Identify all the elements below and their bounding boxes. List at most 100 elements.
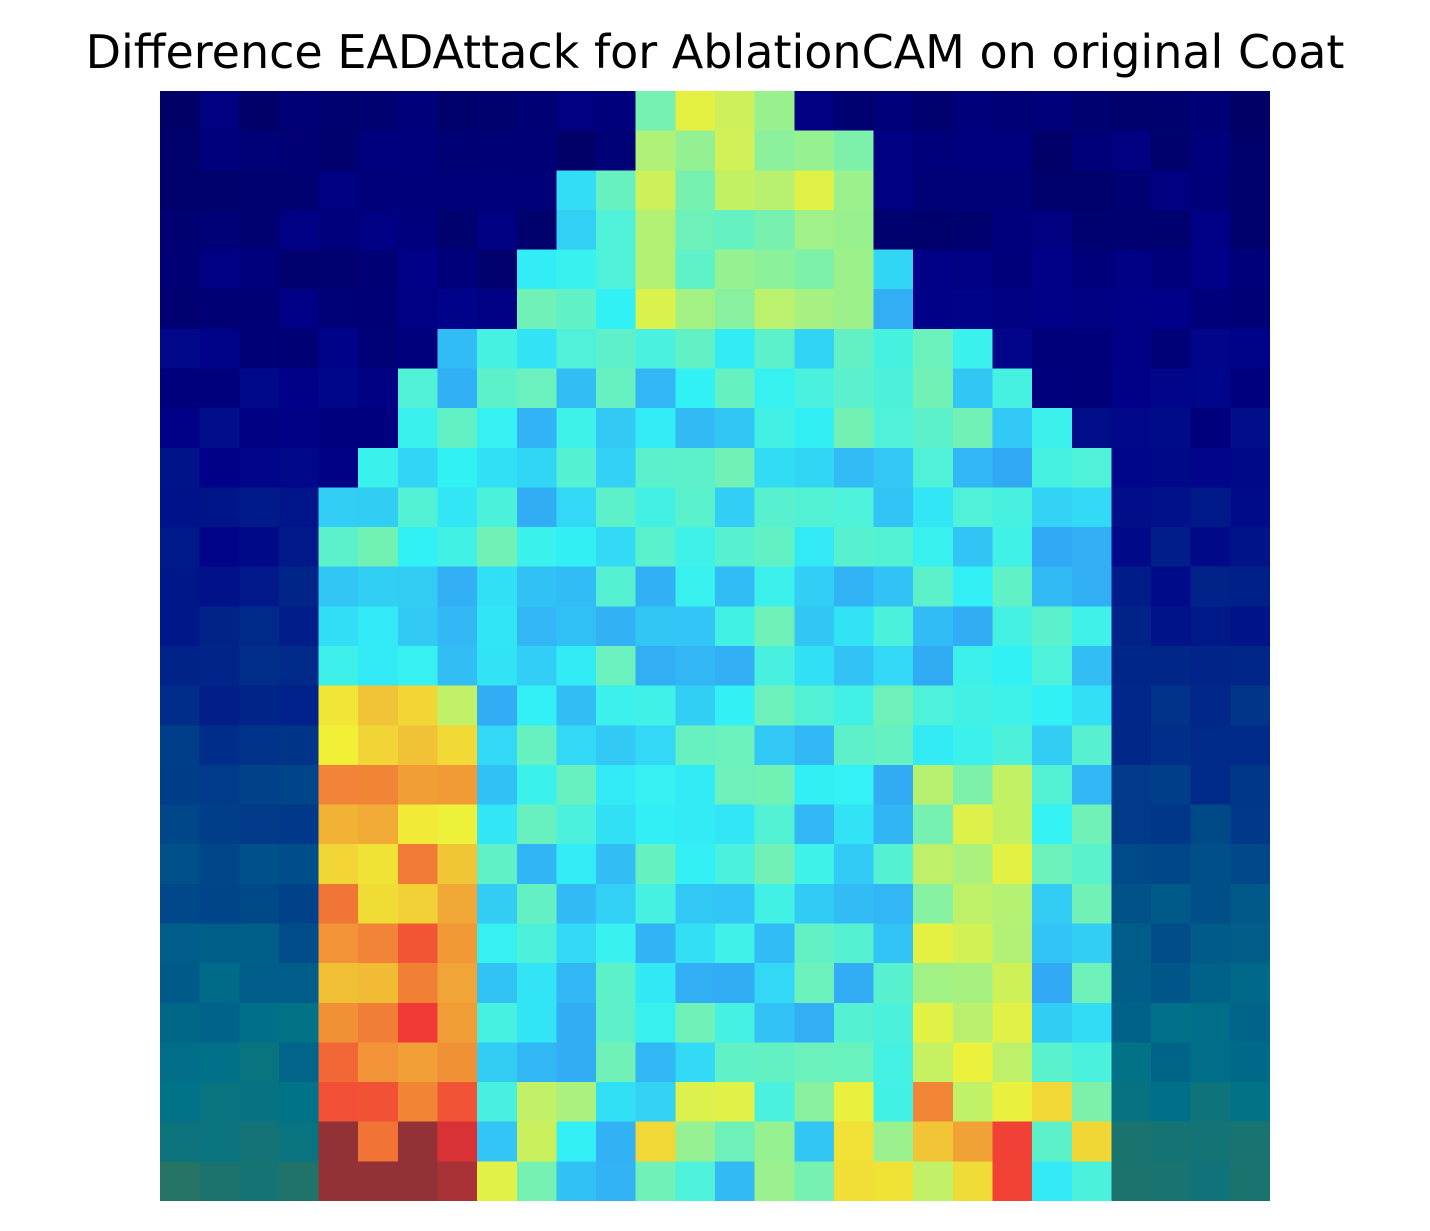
heatmap-cell [1230, 368, 1270, 409]
heatmap-cell [794, 566, 835, 608]
heatmap-cell [675, 289, 716, 330]
heatmap-cell [873, 646, 915, 687]
heatmap-cell [516, 487, 558, 528]
heatmap-cell [1032, 130, 1073, 172]
heatmap-cell [635, 606, 677, 647]
heatmap-cell [873, 685, 915, 727]
heatmap-cell [199, 170, 241, 211]
heatmap-cell [596, 328, 637, 370]
heatmap-cell [833, 844, 875, 885]
heatmap-cell [1032, 685, 1073, 727]
heatmap-cell [199, 844, 241, 885]
heatmap-cell [278, 804, 320, 846]
heatmap-cell [833, 209, 875, 251]
heatmap-cell [477, 963, 518, 1004]
heatmap-cell [397, 606, 439, 647]
heatmap-cell [278, 566, 320, 608]
heatmap-cell [1230, 1082, 1270, 1123]
heatmap-cell [358, 1082, 399, 1123]
heatmap-cell [635, 447, 677, 489]
heatmap-cell [596, 289, 637, 330]
heatmap-cell [556, 249, 597, 291]
heatmap-cell [833, 527, 875, 568]
heatmap-cell [715, 764, 756, 806]
heatmap-cell [318, 1121, 360, 1163]
heatmap-cell [1111, 963, 1152, 1004]
heatmap-cell [1071, 725, 1113, 766]
heatmap-cell [675, 130, 716, 172]
heatmap-cell [1071, 685, 1113, 727]
heatmap-cell [477, 328, 518, 370]
heatmap-cell [715, 685, 756, 727]
heatmap-cell [1230, 209, 1270, 251]
heatmap-cell [1111, 170, 1152, 211]
heatmap-cell [992, 408, 1033, 449]
heatmap-cell [913, 883, 954, 925]
heatmap-cell [992, 1042, 1033, 1083]
heatmap-cell [913, 606, 954, 647]
heatmap-cell [239, 408, 280, 449]
heatmap-cell [635, 130, 677, 172]
heatmap-cell [1151, 527, 1192, 568]
heatmap-cell [833, 1042, 875, 1083]
heatmap-cell [596, 844, 637, 885]
heatmap-cell [160, 764, 201, 806]
heatmap-cell [596, 606, 637, 647]
heatmap-cell [1111, 804, 1152, 846]
heatmap-cell [1032, 527, 1073, 568]
heatmap-cell [794, 963, 835, 1004]
heatmap-cell [1230, 1042, 1270, 1083]
heatmap-cell [437, 249, 478, 291]
heatmap-cell [1230, 923, 1270, 964]
heatmap-cell [794, 447, 835, 489]
heatmap-cell [1190, 923, 1232, 964]
heatmap-cell [833, 130, 875, 172]
heatmap-cell [952, 289, 994, 330]
heatmap-cell [516, 1082, 558, 1123]
heatmap-cell [556, 487, 597, 528]
heatmap-cell [516, 91, 558, 132]
heatmap-cell [794, 764, 835, 806]
heatmap-cell [635, 368, 677, 409]
heatmap-cell [1190, 368, 1232, 409]
heatmap-cell [397, 209, 439, 251]
heatmap-cell [556, 804, 597, 846]
heatmap-cell [397, 249, 439, 291]
heatmap-cell [278, 408, 320, 449]
heatmap-cell [239, 804, 280, 846]
heatmap-cell [358, 1042, 399, 1083]
heatmap-cell [239, 566, 280, 608]
heatmap-cell [199, 883, 241, 925]
heatmap-cell [437, 170, 478, 211]
heatmap-cell [318, 963, 360, 1004]
heatmap-cell [160, 1121, 201, 1163]
heatmap-cell [516, 923, 558, 964]
heatmap-cell [437, 883, 478, 925]
heatmap-cell [1071, 923, 1113, 964]
heatmap-cell [199, 408, 241, 449]
heatmap-cell [992, 1082, 1033, 1123]
heatmap-cell [239, 328, 280, 370]
heatmap-cell [715, 368, 756, 409]
heatmap-cell [1151, 1161, 1192, 1201]
heatmap-cell [1190, 725, 1232, 766]
heatmap-cell [477, 408, 518, 449]
heatmap-cell [437, 646, 478, 687]
heatmap-cell [477, 447, 518, 489]
heatmap-cell [873, 1002, 915, 1044]
heatmap-cell [952, 1042, 994, 1083]
heatmap-cell [358, 130, 399, 172]
heatmap-cell [794, 1161, 835, 1201]
heatmap-cell [873, 1161, 915, 1201]
heatmap-cell [199, 606, 241, 647]
heatmap-cell [278, 1002, 320, 1044]
heatmap-cell [596, 249, 637, 291]
heatmap-cell [239, 646, 280, 687]
heatmap-cell [278, 883, 320, 925]
heatmap-cell [318, 1161, 360, 1201]
heatmap-cell [239, 130, 280, 172]
heatmap-cell [675, 1121, 716, 1163]
heatmap-cell [675, 963, 716, 1004]
heatmap-cell [1230, 606, 1270, 647]
heatmap-cell [477, 130, 518, 172]
